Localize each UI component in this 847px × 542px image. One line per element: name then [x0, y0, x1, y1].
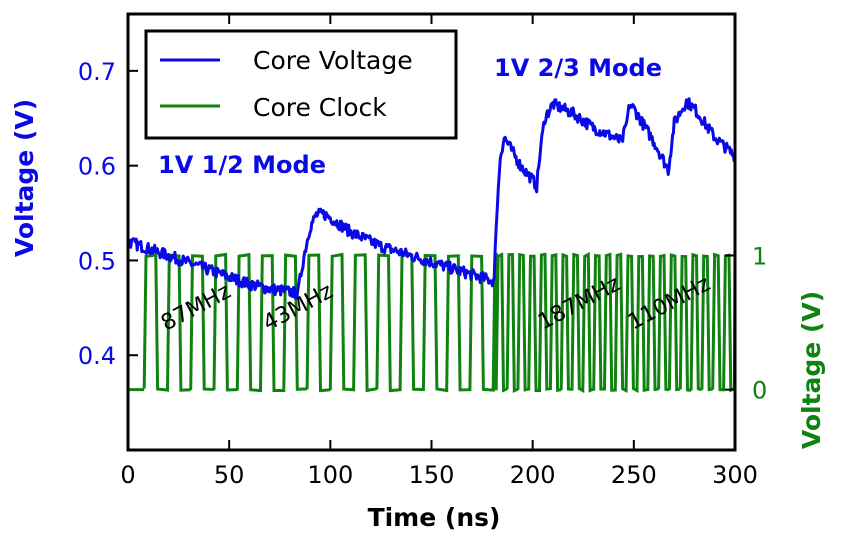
y-axis-left-title: Voltage (V) [10, 99, 39, 257]
x-tick-label: 300 [712, 461, 758, 489]
y-left-tick-label: 0.6 [78, 153, 116, 181]
annotation-half-mode: 1V 1/2 Mode [158, 151, 326, 179]
x-axis-title: Time (ns) [368, 503, 501, 532]
legend-label-core-voltage: Core Voltage [253, 46, 413, 75]
legend-label-core-clock: Core Clock [253, 93, 387, 122]
y-left-tick-label: 0.4 [78, 342, 116, 370]
y-right-tick-label: 1 [752, 242, 767, 270]
y-left-tick-label: 0.7 [78, 58, 116, 86]
y-left-tick-label: 0.5 [78, 247, 116, 275]
y-axis-right-title: Voltage (V) [797, 291, 826, 449]
ticks-layer: 0 50 100 150 200 250 300 0.4 0.5 0.6 0.7 0 1 [78, 14, 767, 489]
plot-data-layer [128, 97, 735, 394]
series-line-core-voltage [128, 97, 735, 300]
series-line-core-clock [128, 251, 735, 394]
x-tick-label: 250 [611, 461, 657, 489]
x-tick-label: 150 [409, 461, 455, 489]
x-tick-label: 50 [214, 461, 245, 489]
x-tick-label: 0 [120, 461, 135, 489]
legend-box [144, 29, 458, 140]
annotation-two-thirds-mode: 1V 2/3 Mode [494, 54, 662, 82]
x-tick-label: 200 [510, 461, 556, 489]
y-right-tick-label: 0 [752, 377, 767, 405]
x-tick-label: 100 [307, 461, 353, 489]
legend: Core Voltage Core Clock [144, 29, 458, 140]
